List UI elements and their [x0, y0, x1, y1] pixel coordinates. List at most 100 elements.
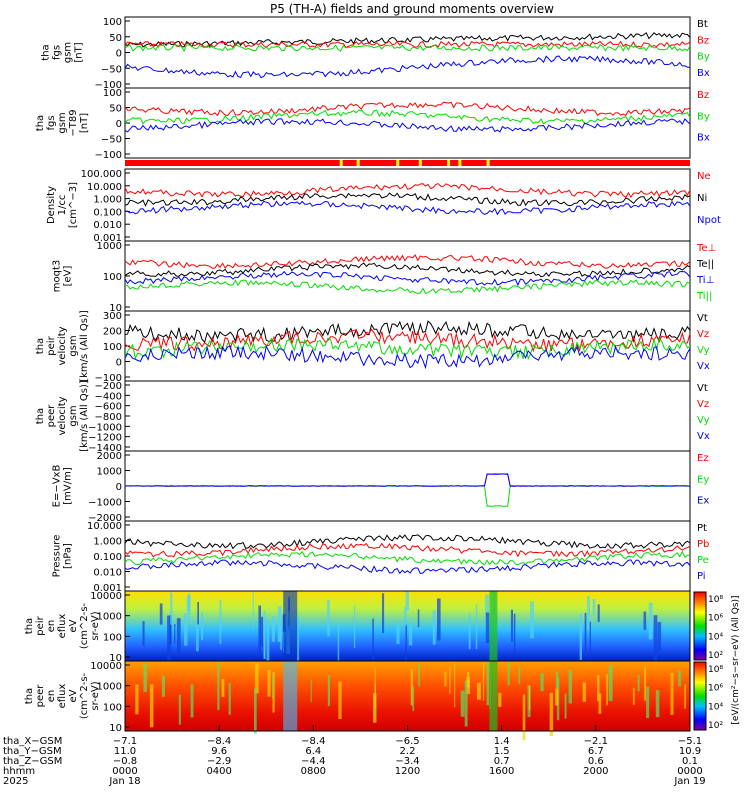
y-tick-label: 1000 [97, 682, 122, 693]
spectrogram-stripe [184, 613, 188, 646]
footer-value: 9.6 [211, 746, 227, 757]
spectrogram-stripe [643, 611, 647, 630]
panel-temperature: 1000 100 10 moqt3 [eV] Te⊥ Te|| Ti⊥ Ti|| [52, 240, 716, 314]
series-ne [124, 183, 691, 199]
colorbar-tick-label: 10² [708, 721, 723, 731]
legend-vz: Vz [697, 399, 709, 410]
spectrogram-stripe [598, 693, 602, 714]
footer-value: 0800 [301, 766, 326, 777]
spectrogram-stripe [528, 685, 531, 710]
spectrogram-stripe [587, 596, 590, 631]
legend-bt: Bt [697, 19, 708, 30]
panel-peer-velocity: −200−400−600−800−1000−1200−1400 tha peer ve… [35, 380, 710, 454]
colorbar-tick-label: 10⁴ [708, 702, 723, 712]
spectrogram-stripe [655, 690, 660, 718]
y-tick-label: 10 [109, 303, 122, 314]
colorbar-1: 10⁸ 10⁶ 10⁴ 10² [693, 591, 723, 661]
mode-bar-mark [418, 160, 422, 166]
colorbar-tick-label: 10⁸ [708, 665, 723, 675]
y-tick-label: 100 [103, 632, 122, 643]
legend-pi: Pi [697, 571, 706, 582]
spectrogram-stripe [221, 678, 225, 697]
y-tick-label: −1200 [88, 433, 122, 444]
y-axis-label: eV [68, 619, 79, 632]
y-tick-label: −100 [95, 373, 122, 384]
footer-value: −7.1 [113, 736, 137, 747]
spectrogram-stripe [597, 604, 600, 622]
spectrogram-stripe [653, 615, 658, 662]
y-tick-label: 0.010 [93, 220, 122, 231]
y-tick-label: 1000 [97, 241, 122, 252]
series-bx [124, 118, 691, 133]
y-axis-label: (cm^2-s- [79, 672, 90, 719]
spectrogram-stripe [272, 674, 274, 699]
spectrogram-stripe [444, 671, 447, 687]
series-pt [124, 534, 691, 550]
footer-row-label: tha_X−GSM [3, 736, 62, 747]
footer-value: 0400 [206, 766, 231, 777]
y-axis-label: [nPa] [63, 543, 74, 569]
spectrogram-stripe [530, 601, 534, 639]
y-axis-label: gsm [63, 42, 74, 63]
spectrogram-stripe [597, 675, 600, 702]
spectrogram-stripe [477, 682, 481, 700]
y-axis-label: [nT] [79, 113, 90, 133]
panel-frame [124, 240, 691, 312]
spectrogram-stripe [178, 694, 181, 725]
legend-vx: Vx [697, 431, 710, 442]
colorbar-label: [eV/(cm²−s−sr−eV) (All Qs)] [731, 595, 741, 724]
panel-frame [124, 168, 691, 242]
y-tick-label: 0 [116, 482, 122, 493]
footer-value: 6.7 [588, 746, 604, 757]
spectrogram-stripe [518, 667, 521, 684]
footer-value: 1200 [395, 766, 420, 777]
spectrogram-stripe [485, 594, 489, 626]
y-tick-label: 0.001 [93, 583, 122, 594]
spectrogram-stripe [167, 615, 171, 664]
series-ni [124, 192, 691, 208]
y-tick-label: 10000 [90, 591, 122, 602]
spectrogram-stripe [555, 671, 559, 689]
legend-vz: Vz [697, 329, 709, 340]
y-axis-label: velocity [57, 396, 68, 435]
panel-pressure: 10.000 1.000 0.100 0.010 0.001 Pressure [nPa] P… [52, 520, 709, 594]
series-by [124, 44, 691, 52]
footer-value: −4.4 [301, 756, 325, 767]
spectrogram-stripe [190, 684, 194, 718]
panel-density: 100.000 10.000 1.0000.100 0.010 0.001 Density… [46, 168, 721, 244]
y-tick-label: 300 [103, 311, 122, 322]
panel-frame [124, 16, 691, 89]
y-tick-label: 50 [109, 104, 122, 115]
spectrogram-stripe [271, 616, 275, 642]
spectrogram-stripe [161, 675, 165, 697]
footer-value: 0000 [677, 766, 702, 777]
footer-value: Jan 19 [673, 776, 705, 787]
footer-row-label: hhmm [3, 766, 35, 777]
legend-by: By [697, 111, 710, 122]
y-tick-label: −1000 [88, 422, 122, 433]
y-axis-label: [nT] [74, 42, 85, 62]
spectrogram-stripe [412, 686, 415, 712]
spectrogram-stripe [582, 682, 586, 702]
y-axis-label: tha [35, 115, 46, 131]
spectrogram-stripe [408, 624, 413, 646]
spectrogram-stripe [254, 688, 257, 734]
y-tick-label: −100 [95, 80, 122, 91]
y-axis-label: −T89 [68, 109, 79, 136]
spectrogram-stripe [338, 681, 342, 719]
spectrogram-stripe [174, 623, 176, 644]
spectrogram-stripe [485, 612, 490, 644]
y-axis-label: [cm^−3] [68, 182, 79, 228]
y-tick-label: −600 [95, 402, 122, 413]
mode-bar-mark [339, 160, 343, 166]
y-axis-label: [km/s (All Qs)] [79, 310, 90, 382]
legend-bz: Bz [697, 35, 709, 46]
y-tick-label: −1400 [88, 443, 122, 454]
y-tick-label: 100.000 [81, 169, 122, 180]
y-axis-label: gsm [68, 335, 79, 356]
spectrogram-stripe [327, 675, 330, 707]
spectrogram-stripe [266, 619, 270, 666]
footer-value: −3.4 [395, 756, 419, 767]
spectrogram-stripe [143, 663, 147, 692]
spectrogram-stripe [404, 607, 407, 626]
